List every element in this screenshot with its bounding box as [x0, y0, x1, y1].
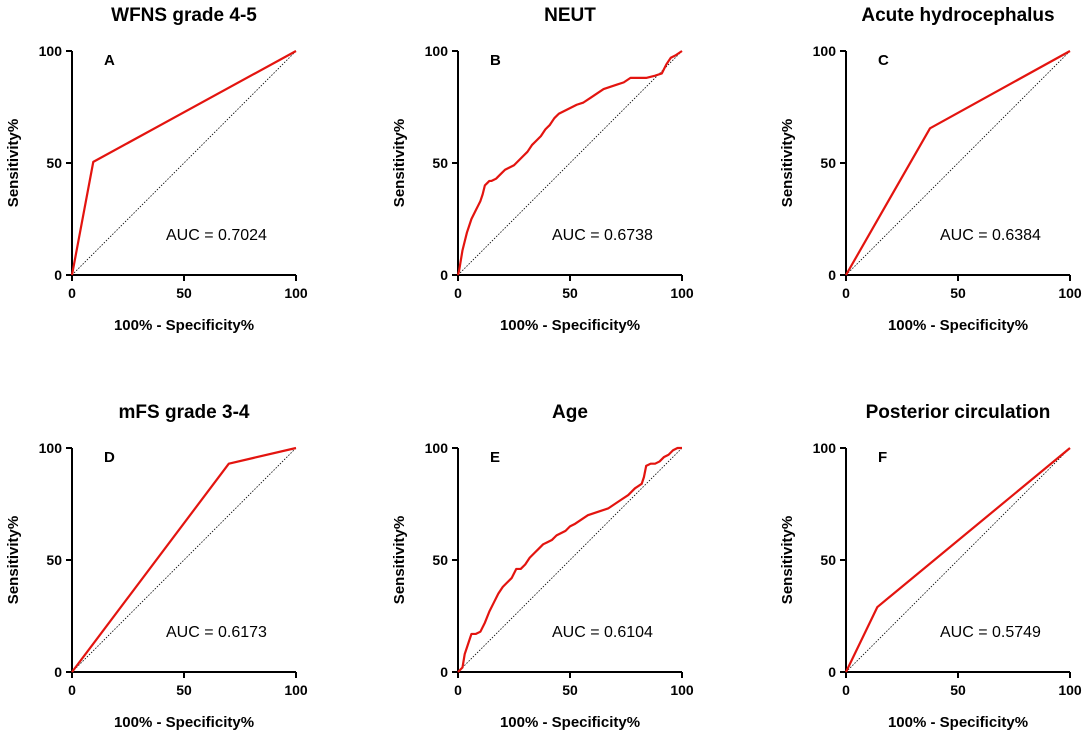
x-tick-label: 0: [454, 682, 462, 698]
x-axis-label: 100% - Specificity%: [888, 317, 1028, 334]
x-tick-label: 50: [176, 285, 192, 301]
y-axis-label: Sensitivity%: [779, 516, 796, 604]
y-tick-label: 0: [828, 267, 836, 283]
chart-title: Acute hydrocephalus: [861, 5, 1054, 26]
y-tick-label: 100: [813, 43, 837, 59]
x-tick-label: 0: [842, 682, 850, 698]
x-tick-label: 50: [562, 285, 578, 301]
y-tick-label: 100: [39, 43, 63, 59]
roc-panel-d: mFS grade 3-4 00 50 50 100 100 100% - Specific…: [5, 402, 308, 730]
panel-letter: A: [104, 52, 115, 69]
y-axis-label: Sensitivity%: [5, 516, 22, 604]
panel-letter: D: [104, 449, 115, 466]
y-tick-label: 0: [54, 664, 62, 680]
y-tick-label: 100: [39, 440, 63, 456]
y-tick-label: 50: [820, 155, 836, 171]
y-tick-label: 50: [432, 155, 448, 171]
roc-curve: [71, 446, 297, 673]
x-tick-label: 0: [842, 285, 850, 301]
roc-panel-f: Posterior circulation 00 50 50 100 100 100% - …: [779, 402, 1082, 730]
y-tick-label: 100: [425, 43, 449, 59]
x-axis-label: 100% - Specificity%: [114, 714, 254, 730]
y-axis-label: Sensitivity%: [5, 119, 22, 207]
y-tick-label: 100: [425, 440, 449, 456]
panel-letter: B: [490, 52, 501, 69]
panel-letter: F: [878, 449, 887, 466]
auc-annotation: AUC = 0.6738: [552, 227, 653, 244]
auc-annotation: AUC = 0.6173: [166, 624, 267, 641]
x-tick-label: 50: [176, 682, 192, 698]
x-tick-label: 100: [670, 285, 694, 301]
y-tick-label: 0: [440, 664, 448, 680]
y-axis-label: Sensitivity%: [779, 119, 796, 207]
x-tick-label: 100: [284, 285, 308, 301]
y-tick-label: 0: [54, 267, 62, 283]
x-axis-label: 100% - Specificity%: [888, 714, 1028, 730]
x-tick-label: 50: [950, 285, 966, 301]
x-axis-label: 100% - Specificity%: [114, 317, 254, 334]
x-tick-label: 100: [284, 682, 308, 698]
x-tick-label: 0: [68, 682, 76, 698]
x-tick-label: 50: [950, 682, 966, 698]
x-tick-label: 50: [562, 682, 578, 698]
y-tick-label: 0: [828, 664, 836, 680]
auc-annotation: AUC = 0.7024: [166, 227, 267, 244]
chart-title: Posterior circulation: [866, 402, 1051, 423]
x-tick-label: 100: [670, 682, 694, 698]
y-tick-label: 100: [813, 440, 837, 456]
roc-curve: [457, 446, 682, 673]
x-axis-label: 100% - Specificity%: [500, 714, 640, 730]
x-tick-label: 100: [1058, 682, 1082, 698]
roc-panel-a: WFNS grade 4-5 00 50 50 100 100 100% - Specifi…: [5, 5, 308, 334]
auc-annotation: AUC = 0.6384: [940, 227, 1041, 244]
chart-title: mFS grade 3-4: [119, 402, 250, 423]
y-tick-label: 50: [820, 552, 836, 568]
roc-curve: [845, 447, 1071, 673]
auc-annotation: AUC = 0.6104: [552, 624, 653, 641]
roc-panel-c: Acute hydrocephalus 00 50 50 100 100 100% - Sp…: [779, 5, 1082, 334]
roc-curve: [456, 50, 683, 276]
y-tick-label: 50: [432, 552, 448, 568]
y-tick-label: 50: [46, 155, 62, 171]
x-tick-label: 100: [1058, 285, 1082, 301]
y-tick-label: 50: [46, 552, 62, 568]
chart-title: WFNS grade 4-5: [111, 5, 257, 26]
chart-title: Age: [552, 402, 588, 423]
y-tick-label: 0: [440, 267, 448, 283]
roc-curve: [845, 50, 1071, 276]
panel-letter: C: [878, 52, 889, 69]
x-tick-label: 0: [454, 285, 462, 301]
x-axis-label: 100% - Specificity%: [500, 317, 640, 334]
panel-letter: E: [490, 449, 500, 466]
roc-panel-b: NEUT 00 50 50 100 100 100% - Specificity% Sensi…: [391, 5, 694, 334]
x-tick-label: 0: [68, 285, 76, 301]
chart-title: NEUT: [544, 5, 596, 26]
auc-annotation: AUC = 0.5749: [940, 624, 1041, 641]
y-axis-label: Sensitivity%: [391, 119, 408, 207]
roc-curve: [70, 50, 297, 276]
roc-panel-e: Age 00 50 50 100 100 100% - Specificity% Sensit…: [391, 402, 694, 730]
y-axis-label: Sensitivity%: [391, 516, 408, 604]
